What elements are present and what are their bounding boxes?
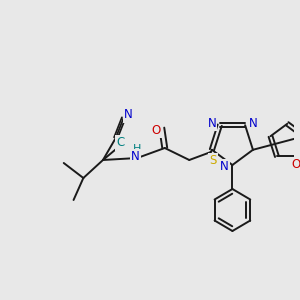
Text: N: N (208, 117, 216, 130)
Text: S: S (209, 154, 217, 167)
Text: O: O (151, 124, 160, 136)
Text: N: N (249, 117, 257, 130)
Text: N: N (131, 151, 140, 164)
Text: N: N (124, 109, 133, 122)
Text: H: H (133, 144, 142, 154)
Text: O: O (291, 158, 300, 171)
Text: N: N (220, 160, 229, 173)
Text: C: C (116, 136, 125, 149)
